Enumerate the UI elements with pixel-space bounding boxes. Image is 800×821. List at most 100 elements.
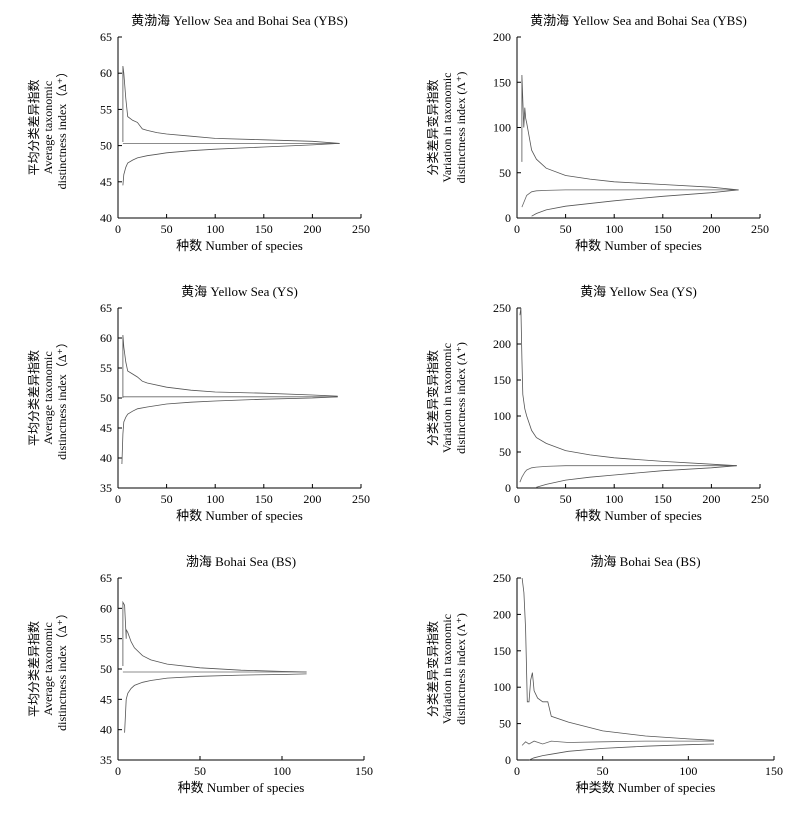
x-tick-label: 150 — [654, 222, 672, 236]
chart-panel-1: 黄渤海 Yellow Sea and Bohai Sea (YBS) 40 45 50… — [26, 13, 370, 253]
series-mean-line — [519, 465, 737, 483]
series-lower-line — [536, 465, 737, 488]
y-axis-label-line: 平均分类差异指数 — [26, 621, 41, 717]
chart-panel-6: 渤海 Bohai Sea (BS) 0 50 100 150 200 250 0 50 100 15… — [425, 554, 783, 795]
y-tick-label: 40 — [100, 211, 112, 225]
y-axis-label-line: 平均分类差异指数 — [26, 350, 41, 446]
series-upper-line — [122, 65, 340, 144]
y-tick-label: 0 — [505, 481, 511, 495]
series-upper-line — [122, 600, 307, 673]
series-mean-line — [521, 189, 739, 208]
x-tick-label: 100 — [273, 764, 291, 778]
y-tick-label: 35 — [100, 753, 112, 767]
y-axis-label-line: distinctness index（Δ⁺） — [55, 66, 69, 190]
x-tick-label: 250 — [352, 222, 370, 236]
x-tick-label: 50 — [161, 222, 173, 236]
x-axis-label: 种数 Number of species — [176, 508, 303, 523]
series-lower-line — [531, 189, 739, 217]
y-tick-label: 45 — [100, 692, 112, 706]
y-tick-label: 0 — [505, 753, 511, 767]
x-tick-label: 100 — [206, 222, 224, 236]
series-upper-line — [521, 577, 715, 741]
x-axis-label: 种数 Number of species — [575, 238, 702, 253]
y-tick-label: 35 — [100, 481, 112, 495]
y-axis-label-line: Average taxonomic — [41, 351, 55, 444]
series-lower-line — [124, 673, 307, 733]
y-tick-label: 100 — [493, 409, 511, 423]
y-tick-label: 50 — [100, 139, 112, 153]
series-lower-line — [528, 743, 715, 761]
y-axis-label-line: distinctness index (Λ⁺) — [454, 342, 468, 454]
y-tick-label: 40 — [100, 723, 112, 737]
x-tick-label: 200 — [303, 492, 321, 506]
y-tick-label: 65 — [100, 301, 112, 315]
y-tick-label: 200 — [493, 30, 511, 44]
x-tick-label: 0 — [514, 222, 520, 236]
y-tick-label: 50 — [100, 391, 112, 405]
y-tick-label: 100 — [493, 121, 511, 135]
x-tick-label: 150 — [255, 492, 273, 506]
x-tick-label: 100 — [679, 764, 697, 778]
series-mean-line — [521, 740, 714, 746]
series-lower-line — [121, 396, 338, 465]
x-tick-label: 250 — [751, 492, 769, 506]
x-tick-label: 200 — [702, 222, 720, 236]
y-tick-label: 0 — [505, 211, 511, 225]
y-tick-label: 150 — [493, 75, 511, 89]
y-axis-label-line: Average taxonomic — [41, 622, 55, 715]
y-tick-label: 40 — [100, 451, 112, 465]
y-tick-label: 60 — [100, 601, 112, 615]
y-axis-label-line: 分类差异变异指数 — [425, 79, 440, 175]
y-axis-label-line: 平均分类差异指数 — [26, 79, 41, 175]
x-tick-label: 0 — [514, 764, 520, 778]
y-axis-label-line: distinctness index（Δ⁺） — [55, 607, 69, 731]
chart-title: 黄海 Yellow Sea (YS) — [580, 284, 697, 299]
y-axis-label-line: distinctness index (Λ⁺) — [454, 613, 468, 725]
y-axis-label-line: Variation in taxonomic — [440, 614, 454, 724]
y-axis-label-line: distinctness index（Δ⁺） — [55, 336, 69, 460]
y-tick-label: 50 — [100, 662, 112, 676]
x-tick-label: 50 — [194, 764, 206, 778]
x-tick-label: 200 — [303, 222, 321, 236]
x-tick-label: 50 — [597, 764, 609, 778]
x-tick-label: 0 — [514, 492, 520, 506]
y-axis-label-line: 分类差异变异指数 — [425, 621, 440, 717]
y-axis-label-line: Average taxonomic — [41, 81, 55, 174]
chart-title: 渤海 Bohai Sea (BS) — [186, 554, 296, 569]
x-tick-label: 150 — [355, 764, 373, 778]
y-tick-label: 45 — [100, 421, 112, 435]
y-axis-label-line: 分类差异变异指数 — [425, 350, 440, 446]
y-tick-label: 55 — [100, 361, 112, 375]
series-lower-line — [122, 143, 340, 186]
x-tick-label: 150 — [765, 764, 783, 778]
x-tick-label: 150 — [654, 492, 672, 506]
series-upper-line — [519, 307, 737, 467]
y-tick-label: 50 — [499, 445, 511, 459]
x-tick-label: 50 — [161, 492, 173, 506]
x-axis-label: 种类数 Number of species — [576, 780, 716, 795]
chart-panel-3: 黄海 Yellow Sea (YS) 35 40 45 50 55 60 65 0 50 100 15… — [26, 284, 370, 523]
x-tick-label: 50 — [560, 492, 572, 506]
x-axis-label: 种数 Number of species — [575, 508, 702, 523]
y-tick-label: 55 — [100, 632, 112, 646]
x-tick-label: 250 — [751, 222, 769, 236]
y-tick-label: 45 — [100, 175, 112, 189]
x-tick-label: 100 — [605, 492, 623, 506]
x-tick-label: 50 — [560, 222, 572, 236]
x-axis-label: 种数 Number of species — [178, 780, 305, 795]
y-tick-label: 55 — [100, 102, 112, 116]
y-tick-label: 150 — [493, 644, 511, 658]
chart-panel-2: 黄渤海 Yellow Sea and Bohai Sea (YBS) 0 50 100… — [425, 13, 769, 253]
chart-panel-5: 渤海 Bohai Sea (BS) 35 40 45 50 55 60 65 0 50 100 150… — [26, 554, 373, 795]
chart-panel-4: 黄海 Yellow Sea (YS) 0 50 100 150 200 250 0 50 100 1… — [425, 284, 769, 523]
y-tick-label: 50 — [499, 717, 511, 731]
x-tick-label: 100 — [605, 222, 623, 236]
y-tick-label: 150 — [493, 373, 511, 387]
y-tick-label: 60 — [100, 331, 112, 345]
chart-title: 黄海 Yellow Sea (YS) — [181, 284, 298, 299]
x-tick-label: 200 — [702, 492, 720, 506]
chart-title: 黄渤海 Yellow Sea and Bohai Sea (YBS) — [530, 13, 747, 28]
x-tick-label: 0 — [115, 492, 121, 506]
y-axis-label-line: distinctness index (Λ⁺) — [454, 72, 468, 184]
